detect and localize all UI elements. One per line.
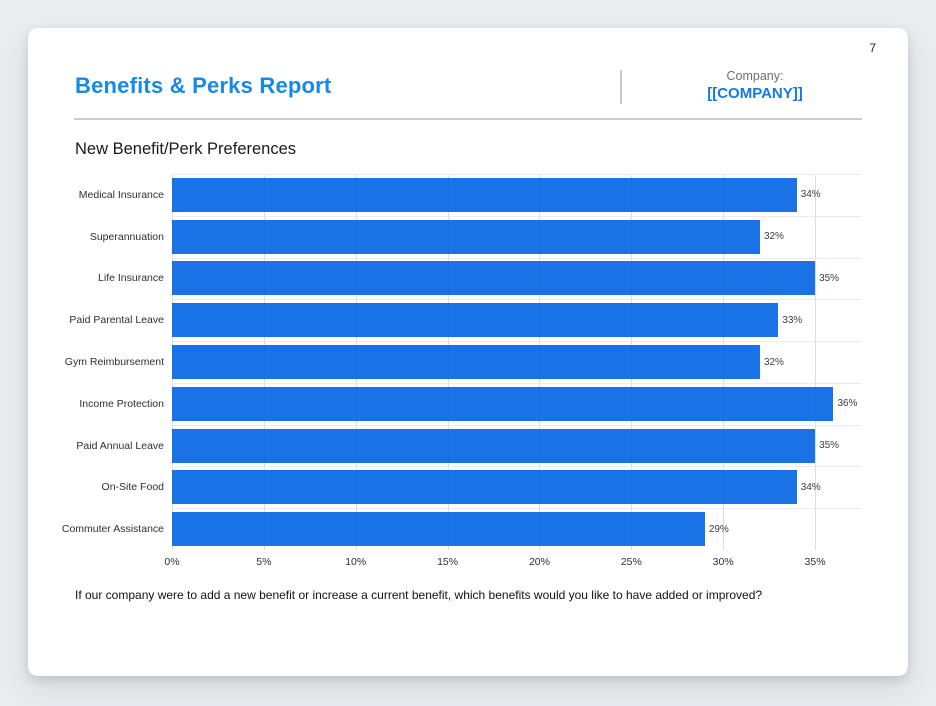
bar-rows: 34% 32% 35% 33% 32% 36% 35% 34% 29% [172,174,861,550]
row-gridline [172,424,861,426]
bar-row: 32% [172,341,861,383]
row-gridline [172,215,861,217]
company-block: Company: [[COMPANY]] [628,69,882,102]
bar-value-label: 32% [763,356,784,368]
row-gridline [172,508,861,510]
bar-row: 29% [172,508,861,550]
x-axis: 0% 5% 10% 15% 20% 25% 30% 35% [164,550,861,570]
bar-row: 35% [172,258,861,300]
bar-row: 33% [172,299,861,341]
bar-value-label: 35% [819,440,840,452]
category-label: Gym Reimbursement [64,356,164,369]
plot-area: 34% 32% 35% 33% 32% 36% 35% 34% 29% [172,174,861,550]
x-axis-tick-label: 0% [164,556,180,568]
company-value: [[COMPANY]] [707,85,803,102]
category-label: On-Site Food [101,481,164,494]
report-page-card: 7 Benefits & Perks Report Company: [[COM… [28,28,908,676]
bar-value-label: 29% [708,523,729,535]
footnote-text: If our company were to add a new benefit… [75,588,763,602]
x-axis-tick-label: 20% [528,556,550,568]
category-label: Commuter Assistance [61,523,164,536]
bar [172,428,816,463]
x-axis-tick-label: 5% [256,556,272,568]
row-gridline [172,341,861,343]
chart-title: New Benefit/Perk Preferences [75,140,297,158]
bar-row: 36% [172,383,861,425]
x-axis-tick-label: 10% [345,556,367,568]
company-label: Company: [726,69,784,83]
category-label: Paid Parental Leave [69,314,164,327]
bar-value-label: 34% [800,481,821,493]
page-number: 7 [869,41,876,55]
category-label: Life Insurance [98,272,164,285]
x-axis-tick-label: 25% [620,556,642,568]
row-gridline [172,174,861,175]
row-gridline [172,466,861,468]
bar-value-label: 32% [763,231,784,243]
bar-value-label: 34% [800,189,821,201]
row-gridline [172,299,861,301]
bar-value-label: 33% [782,314,803,326]
bar-row: 32% [172,216,861,258]
bar [172,470,797,505]
category-labels: Medical Insurance Superannuation Life Insu… [54,174,166,550]
category-label: Medical Insurance [78,188,164,201]
x-axis-tick-label: 30% [712,556,734,568]
header-divider [74,118,862,120]
bar [172,261,816,296]
report-title: Benefits & Perks Report [75,73,332,98]
header-vertical-divider [620,70,622,104]
bar [172,219,760,254]
category-label: Income Protection [79,397,164,410]
bar-value-label: 36% [837,398,858,410]
bar-value-label: 35% [819,272,840,284]
row-gridline [172,382,861,384]
x-axis-tick-label: 15% [437,556,459,568]
bar [172,303,779,338]
bar [172,386,834,421]
bar [172,345,760,380]
bar-row: 34% [172,466,861,508]
gridline [815,174,817,550]
bar-chart: Medical Insurance Superannuation Life Insu… [54,174,861,574]
bar [172,512,705,547]
row-gridline [172,257,861,259]
bar-row: 35% [172,425,861,467]
category-label: Paid Annual Leave [76,439,164,452]
x-axis-tick-label: 35% [804,556,826,568]
bar [172,177,797,212]
bar-row: 34% [172,174,861,216]
category-label: Superannuation [89,230,164,243]
